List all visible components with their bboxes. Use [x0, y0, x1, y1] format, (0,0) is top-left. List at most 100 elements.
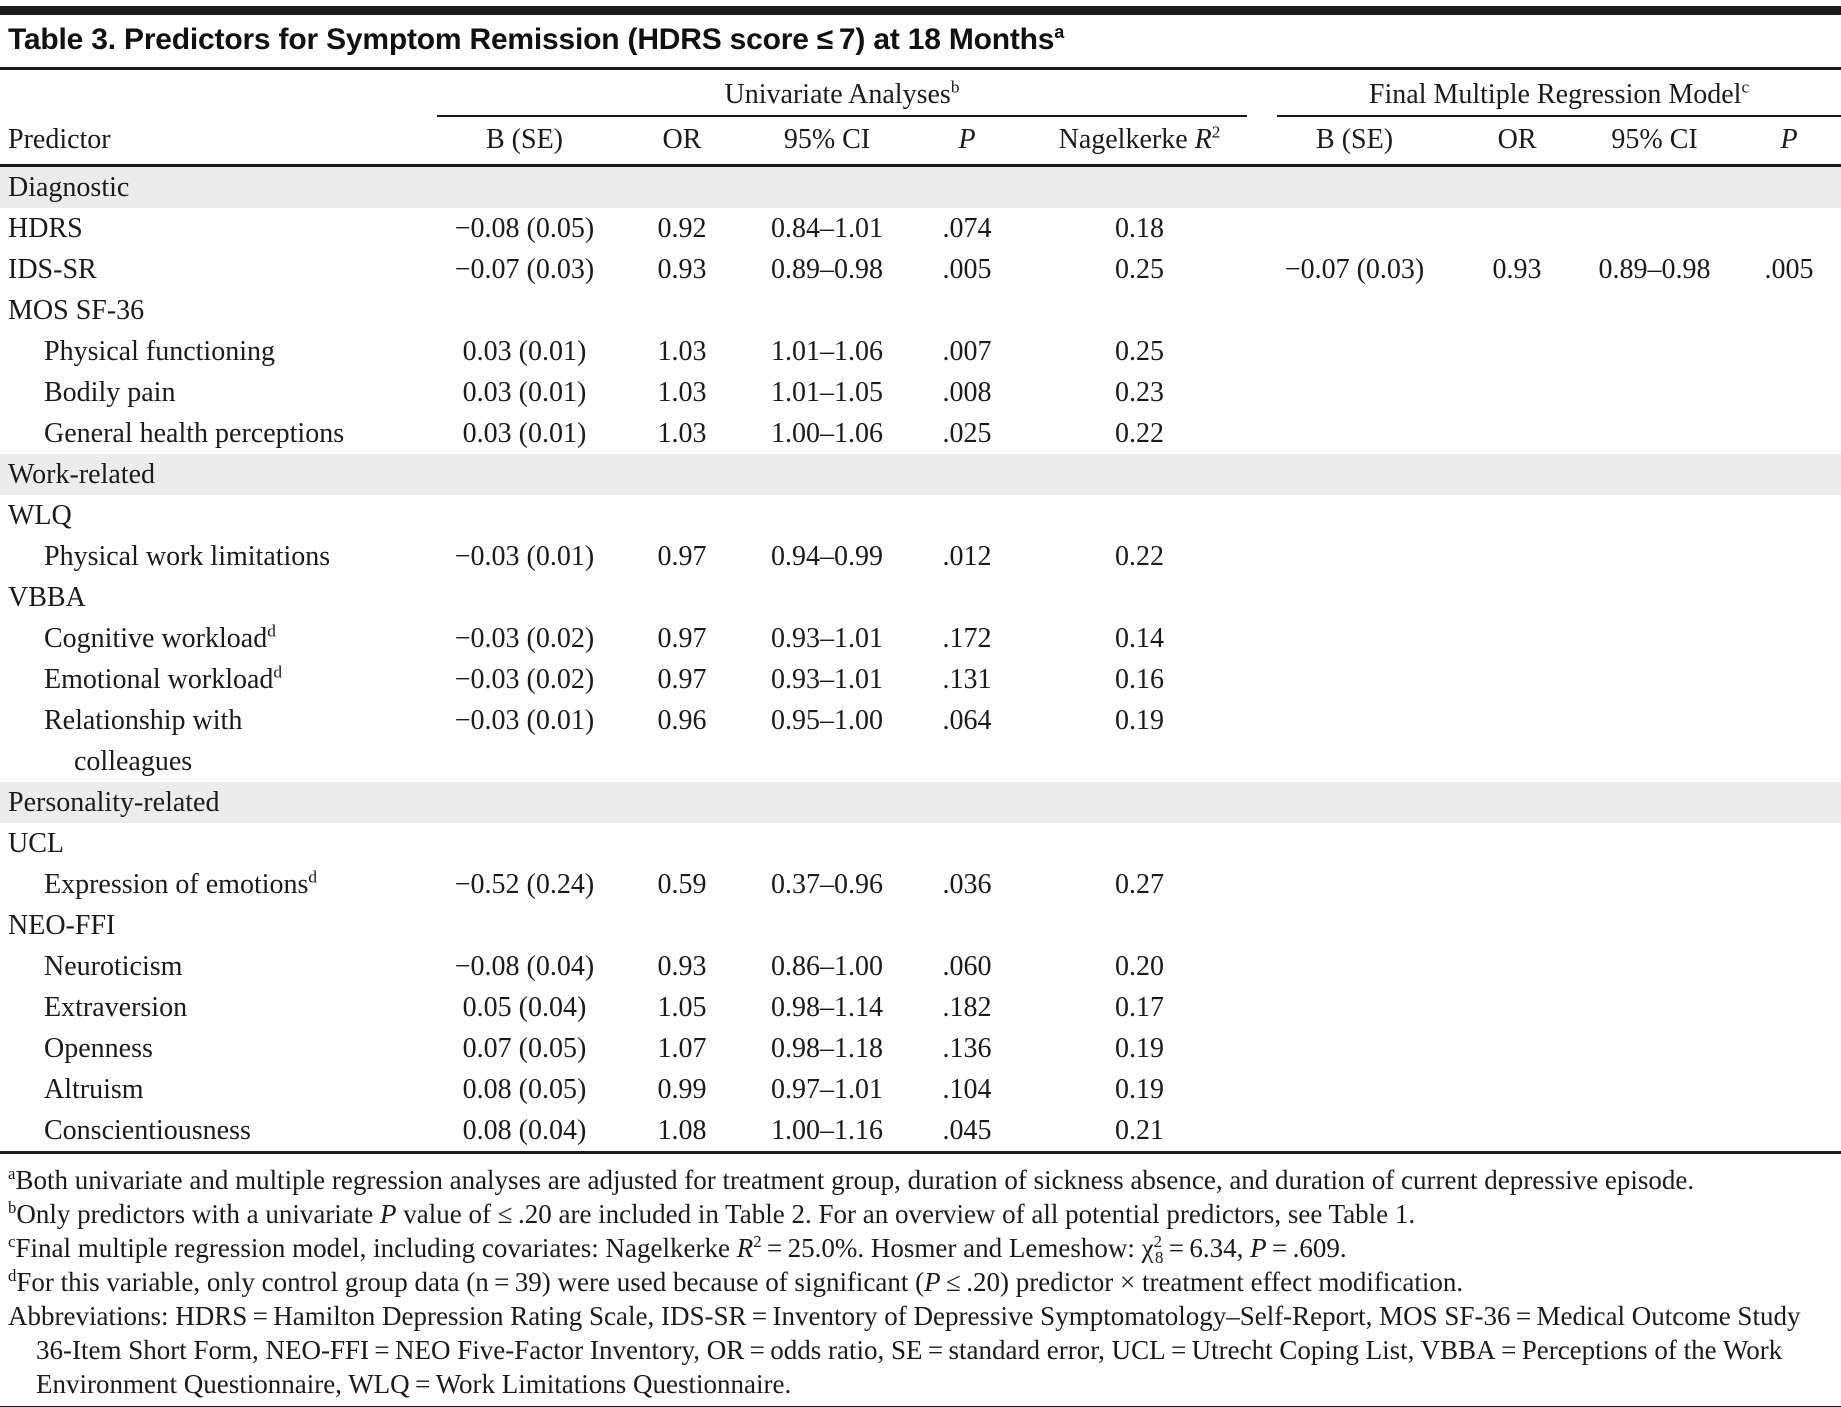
- group-final-model-footnote-marker: c: [1741, 77, 1750, 97]
- table-row: Conscientiousness 0.08 (0.04) 1.08 1.00–1.1…: [0, 1110, 1841, 1153]
- value-cell: [752, 495, 902, 536]
- value-cell: 0.93–1.01: [771, 664, 883, 695]
- value-cell: [1572, 577, 1737, 618]
- group-univariate-text: Univariate Analyses: [724, 79, 951, 110]
- table-head: Univariate Analysesb Final Multiple Regr…: [0, 70, 1841, 167]
- value-cell: 0.05 (0.04): [462, 992, 587, 1023]
- value-cell: [612, 290, 752, 331]
- table-row: WLQ: [0, 495, 1841, 536]
- predictor-label: Altruism: [44, 1074, 144, 1105]
- value-cell: 0.19: [1115, 1033, 1165, 1064]
- value-cell: 0.95–1.00: [771, 705, 883, 736]
- col-header-predictor: Predictor: [0, 117, 437, 167]
- table-row: Neuroticism −0.08 (0.04) 0.93 0.86–1.00 .060…: [0, 946, 1841, 987]
- col-header-ci-univariate: 95% CI: [752, 117, 902, 167]
- value-cell: 0.16: [1115, 664, 1165, 695]
- value-cell: [1462, 372, 1572, 413]
- value-cell: −0.07 (0.03): [1284, 254, 1425, 285]
- value-cell: [437, 577, 612, 618]
- predictor-label: Openness: [44, 1033, 153, 1064]
- value-cell: −0.08 (0.05): [454, 213, 595, 244]
- section-row: Personality-related: [0, 782, 1841, 823]
- predictor-label: Relationship with colleagues: [44, 705, 243, 777]
- value-cell: .005: [942, 254, 992, 285]
- predictor-label: Emotional workloadd: [44, 662, 283, 695]
- value-cell: [1462, 659, 1572, 700]
- value-cell: [437, 495, 612, 536]
- value-cell: [1462, 495, 1572, 536]
- value-cell: [1247, 946, 1462, 987]
- value-cell: 1.05: [657, 992, 707, 1023]
- value-cell: [902, 290, 1032, 331]
- col-header-bse-univariate: B (SE): [437, 117, 612, 167]
- predictors-table: Univariate Analysesb Final Multiple Regr…: [0, 70, 1841, 1154]
- value-cell: 0.25: [1115, 254, 1165, 285]
- value-cell: 0.25: [1115, 336, 1165, 367]
- section-row: Diagnostic: [0, 165, 1841, 208]
- value-cell: [612, 495, 752, 536]
- value-cell: 0.84–1.01: [771, 213, 883, 244]
- predictor-label: IDS-SR: [8, 254, 97, 285]
- predictor-label: Conscientiousness: [44, 1115, 251, 1146]
- predictor-label: WLQ: [8, 500, 72, 531]
- col-header-nagelkerke-r2: Nagelkerke R2: [1032, 117, 1248, 167]
- value-cell: 1.07: [657, 1033, 707, 1064]
- value-cell: .136: [942, 1033, 992, 1064]
- value-cell: [1032, 290, 1247, 331]
- value-cell: [1737, 618, 1841, 659]
- footnote: aBoth univariate and multiple regression…: [8, 1164, 1695, 1195]
- value-cell: −0.52 (0.24): [454, 869, 595, 900]
- group-univariate-label: Univariate Analysesb: [437, 78, 1248, 117]
- value-cell: [1247, 536, 1462, 577]
- section-label: Personality-related: [0, 782, 1841, 823]
- value-cell: [1032, 495, 1247, 536]
- value-cell: 0.07 (0.05): [462, 1033, 587, 1064]
- value-cell: .060: [942, 951, 992, 982]
- col-header-or-univariate: OR: [612, 117, 752, 167]
- table-row: Expression of emotionsd −0.52 (0.24) 0.59 0…: [0, 864, 1841, 905]
- group-final-model-label: Final Multiple Regression Modelc: [1277, 78, 1841, 117]
- value-cell: [1737, 577, 1841, 618]
- table-row: Bodily pain 0.03 (0.01) 1.03 1.01–1.05 .008 0…: [0, 372, 1841, 413]
- predictor-label: HDRS: [8, 213, 83, 244]
- value-cell: [1572, 987, 1737, 1028]
- table-title-text: Table 3. Predictors for Symptom Remissio…: [8, 23, 1055, 56]
- footnote-marker: d: [273, 662, 283, 682]
- predictor-label: UCL: [8, 828, 64, 859]
- table-row: IDS-SR −0.07 (0.03) 0.93 0.89–0.98 .005 0.25 −…: [0, 249, 1841, 290]
- predictor-label: Extraversion: [44, 992, 188, 1023]
- predictor-label: Neuroticism: [44, 951, 183, 982]
- value-cell: [437, 290, 612, 331]
- predictor-label: VBBA: [8, 582, 86, 613]
- table-row: Emotional workloadd −0.03 (0.02) 0.97 0.93–…: [0, 659, 1841, 700]
- value-cell: 1.01–1.06: [771, 336, 883, 367]
- top-rule: [0, 6, 1841, 15]
- footnote: dFor this variable, only control group d…: [8, 1266, 1464, 1297]
- value-cell: [1462, 987, 1572, 1028]
- value-cell: [1572, 413, 1737, 454]
- value-cell: 0.98–1.18: [771, 1033, 883, 1064]
- group-final-model-text: Final Multiple Regression Model: [1368, 79, 1742, 110]
- value-cell: [1247, 290, 1462, 331]
- value-cell: [1462, 208, 1572, 249]
- table-row: Relationship with colleagues −0.03 (0.01) 0…: [0, 700, 1841, 782]
- value-cell: [612, 823, 752, 864]
- section-row: Work-related: [0, 454, 1841, 495]
- value-cell: [1737, 864, 1841, 905]
- predictor-label: Expression of emotionsd: [44, 867, 318, 900]
- column-header-row: Predictor B (SE) OR 95% CI P Nagelkerke …: [0, 117, 1841, 167]
- value-cell: [1737, 1069, 1841, 1110]
- value-cell: [1247, 372, 1462, 413]
- value-cell: [1032, 577, 1247, 618]
- value-cell: .036: [942, 869, 992, 900]
- value-cell: 0.96: [657, 705, 707, 736]
- value-cell: 0.37–0.96: [771, 869, 883, 900]
- footnote-marker: d: [308, 867, 318, 887]
- value-cell: 1.03: [657, 336, 707, 367]
- col-header-or-final: OR: [1462, 117, 1573, 167]
- value-cell: [1572, 700, 1737, 782]
- value-cell: .064: [942, 705, 992, 736]
- predictor-label: Physical work limitations: [44, 541, 331, 572]
- value-cell: [1462, 946, 1572, 987]
- value-cell: [1032, 823, 1247, 864]
